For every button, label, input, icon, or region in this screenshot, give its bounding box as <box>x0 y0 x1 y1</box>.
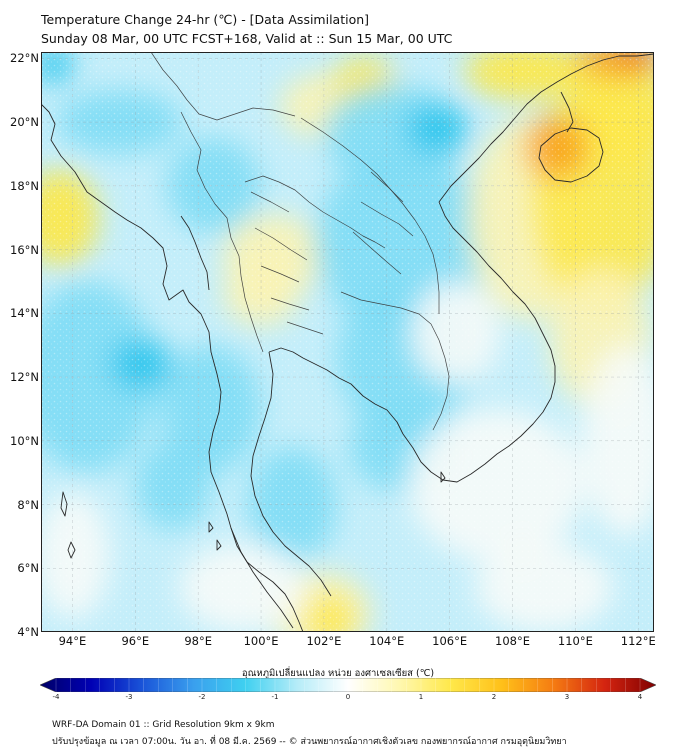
longitude-label: 100°E <box>243 634 279 648</box>
longitude-label: 102°E <box>306 634 342 648</box>
irrawaddy-delta <box>180 215 210 291</box>
latitude-label: 16°N <box>10 242 39 257</box>
colorbar-tick-label: -4 <box>52 693 60 701</box>
andaman-islands <box>60 491 76 559</box>
footer-model-info: WRF-DA Domain 01 :: Grid Resolution 9km … <box>52 720 275 730</box>
colorbar-tick-label: -1 <box>271 693 279 701</box>
coastlines <box>41 53 654 632</box>
colorbar-tick-label: -3 <box>125 693 133 701</box>
colorbar-tick-label: 4 <box>637 693 643 701</box>
latitude-label: 12°N <box>10 370 39 385</box>
map-subtitle: Sunday 08 Mar, 00 UTC FCST+168, Valid at… <box>41 31 453 46</box>
gulf-of-tonkin-coast <box>438 53 654 203</box>
colorbar-tick-label: 3 <box>564 693 570 701</box>
bangkok-bight <box>268 347 404 435</box>
colorbar-bins <box>55 678 641 692</box>
colorbar-tick-label: -2 <box>198 693 206 701</box>
map-canvas <box>41 52 654 632</box>
colorbar-tick-label: 2 <box>491 693 497 701</box>
cambodia-vietnam-coast <box>402 201 556 483</box>
laos-provinces <box>352 171 414 275</box>
colorbar <box>40 678 656 692</box>
latitude-label: 22°N <box>10 51 39 66</box>
myanmar-thailand-border <box>180 111 264 353</box>
colorbar-tick-label: 1 <box>418 693 424 701</box>
longitude-label: 104°E <box>369 634 405 648</box>
laos-vietnam-border <box>300 117 440 314</box>
latitude-label: 20°N <box>10 115 39 130</box>
footer-credits: ปรับปรุงข้อมูล ณ เวลา 07:00น. วัน อา. ที… <box>52 737 567 747</box>
map-frame <box>41 52 654 632</box>
field-texture <box>41 52 654 632</box>
small-islands <box>208 471 446 551</box>
latitude-label: 14°N <box>10 306 39 321</box>
myanmar-china-border <box>150 52 296 121</box>
country-borders <box>150 52 450 431</box>
leizhou-peninsula <box>560 91 574 133</box>
longitude-label: 96°E <box>121 634 150 648</box>
latitude-label: 4°N <box>17 625 39 639</box>
colorbar-gradient <box>40 678 656 692</box>
map-title: Temperature Change 24-hr (℃) - [Data Ass… <box>41 12 370 27</box>
longitude-label: 98°E <box>184 634 212 648</box>
temperature-map <box>41 52 654 632</box>
latitude-label: 6°N <box>17 561 39 576</box>
latitude-label: 10°N <box>10 433 39 448</box>
latitude-label: 18°N <box>10 178 39 193</box>
hainan-island <box>538 127 604 183</box>
cambodia-vietnam-border <box>432 339 450 431</box>
myanmar-coastline <box>41 103 232 529</box>
graticule <box>41 52 654 632</box>
longitude-label: 94°E <box>58 634 87 648</box>
longitude-label: 110°E <box>557 634 593 648</box>
thailand-cambodia-border <box>340 291 440 341</box>
colorbar-label: อุณหภูมิเปลี่ยนแปลง หน่วย องศาเซลเซียส (… <box>241 668 435 679</box>
longitude-label: 112°E <box>620 634 656 648</box>
colorbar-tick-label: 0 <box>345 693 351 701</box>
longitude-label: 106°E <box>432 634 468 648</box>
thai-peninsula-east-coast <box>250 351 332 597</box>
longitude-label: 108°E <box>495 634 531 648</box>
thailand-provinces <box>250 191 324 335</box>
malay-peninsula-west-coast <box>230 527 294 629</box>
latitude-label: 8°N <box>17 497 39 512</box>
thailand-laos-border <box>244 175 386 249</box>
